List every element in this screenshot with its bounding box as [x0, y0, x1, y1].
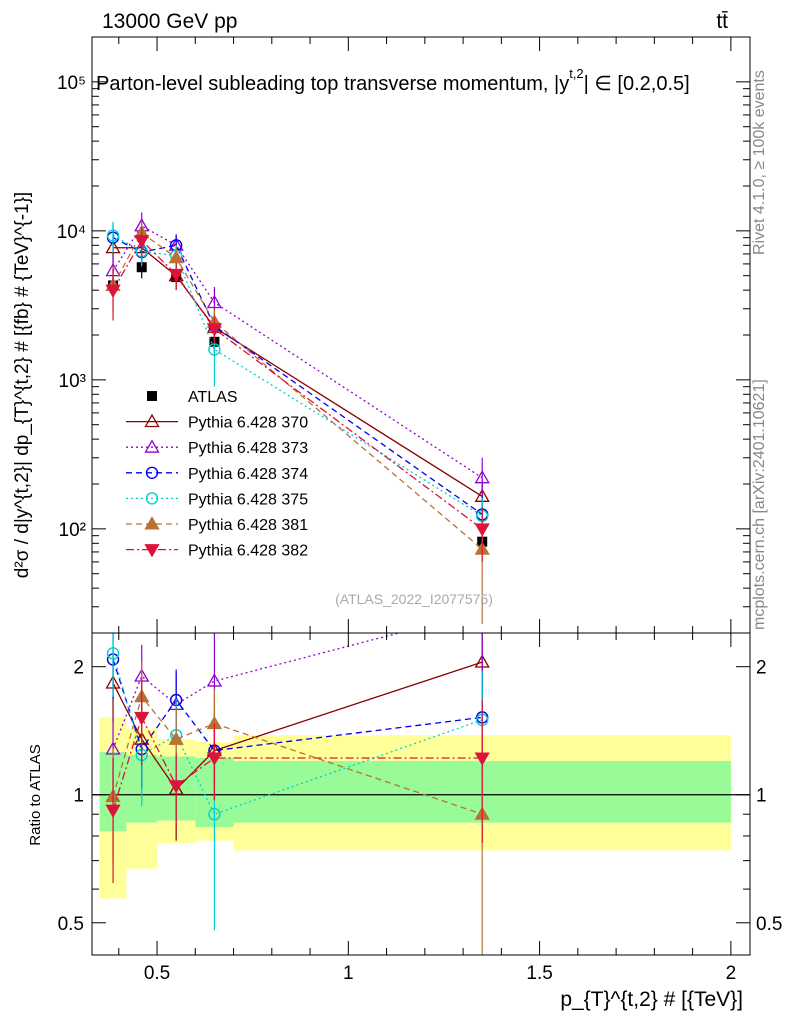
main-y-tick-label: 10⁵: [57, 73, 86, 94]
legend-label: Pythia 6.428 374: [188, 466, 308, 483]
mcplots-label: mcplots.cern.ch [arXiv:2401.10621]: [751, 379, 768, 630]
ratio-data-point: [105, 804, 121, 818]
ratio-data-point: [208, 808, 221, 821]
legend-item-p370: Pythia 6.428 370: [126, 413, 308, 432]
main-y-tick-label: 10³: [59, 371, 86, 392]
analysis-id-label: (ATLAS_2022_I2077575): [335, 591, 493, 607]
legend-marker: [144, 439, 160, 453]
main-y-axis-title: d²σ / d|y^{t,2}| dp_{T}^{t,2} # [{fb} # …: [12, 192, 33, 578]
legend-item-p382: Pythia 6.428 382: [126, 543, 308, 560]
ratio-series-line: [112, 633, 402, 750]
ratio-x-tick-label: 0.5: [144, 963, 170, 984]
ratio-data-point: [474, 752, 490, 766]
ratio-data-point: [206, 673, 223, 687]
main-data-point: [206, 323, 223, 337]
ratio-y-tick-label-right: 1: [756, 786, 767, 807]
legend-marker: [147, 391, 157, 401]
legend-item-p373: Pythia 6.428 373: [126, 439, 308, 457]
legend-item-p374: Pythia 6.428 374: [126, 466, 308, 483]
main-panel: 10² 10³ 10⁴ 10⁵ ATLAS Pythia 6.428 370 Pythia …: [57, 36, 751, 634]
legend-marker: [144, 544, 160, 558]
main-series-line: [112, 234, 483, 517]
ratio-y-axis-title: Ratio to ATLAS: [27, 744, 44, 845]
ratio-x-tick-label: 1: [343, 963, 354, 984]
ratio-series-line: [112, 695, 483, 815]
ratio-y-tick-label-right: 0.5: [756, 914, 782, 935]
ratio-y-tick-label-right: 2: [756, 658, 767, 679]
legend-marker: [145, 492, 159, 505]
legend-label: Pythia 6.428 373: [188, 440, 308, 457]
main-data-point: [105, 284, 121, 298]
main-data-point: [168, 249, 184, 264]
main-data-point: [106, 229, 120, 242]
plot-title: Parton-level subleading top transverse m…: [96, 66, 690, 95]
legend-label: Pythia 6.428 370: [188, 415, 308, 432]
main-y-tick-label: 10⁴: [57, 222, 86, 243]
main-series-p382: [105, 227, 490, 562]
main-data-point: [168, 268, 184, 283]
legend-marker: [144, 413, 160, 428]
legend-marker: [144, 516, 160, 530]
ratio-y-tick-label: 1: [73, 786, 84, 807]
ratio-x-tick-label: 1.5: [526, 963, 552, 984]
x-axis-title: p_{T}^{t,2} # [{TeV}]: [560, 988, 743, 1011]
main-series-line: [112, 225, 483, 479]
main-series-line: [112, 237, 483, 515]
main-y-tick-label: 10²: [59, 520, 86, 541]
ratio-y-tick-label: 0.5: [58, 914, 84, 935]
ratio-frame: [91, 632, 751, 956]
main-data-point: [208, 343, 221, 356]
legend-item-p381: Pythia 6.428 381: [126, 516, 308, 534]
ratio-data-point: [168, 780, 184, 794]
legend-label: Pythia 6.428 375: [188, 491, 308, 508]
main-data-point: [474, 470, 490, 484]
main-y-axis: 10² 10³ 10⁴ 10⁵: [57, 36, 750, 634]
rivet-version-label: Rivet 4.1.0, ≥ 100k events: [751, 70, 768, 255]
ratio-panel: 0.5 0.5 1 1 2 2 0.5 1 1.5 2: [58, 632, 783, 984]
ratio-y-tick-label: 2: [73, 658, 84, 679]
legend: ATLAS Pythia 6.428 370 Pythia 6.428 373 Pyt…: [126, 389, 308, 560]
ratio-data-point: [106, 647, 120, 660]
legend-item-p375: Pythia 6.428 375: [126, 491, 308, 508]
main-data-point: [134, 235, 150, 249]
legend-label: Pythia 6.428 381: [188, 517, 308, 534]
main-series-line: [112, 239, 483, 530]
main-data-point: [474, 523, 490, 537]
main-x-axis: [118, 37, 732, 633]
ratio-data-point: [206, 752, 223, 766]
legend-label: ATLAS: [188, 389, 238, 406]
legend-item-ATLAS: ATLAS: [147, 389, 238, 406]
process-label: tt̄: [716, 10, 728, 33]
ratio-series-p382: [105, 679, 490, 884]
ratio-x-axis: 0.5 1 1.5 2: [118, 633, 737, 984]
energy-label: 13000 GeV pp: [102, 10, 237, 33]
ratio-data-point: [134, 711, 150, 726]
legend-label: Pythia 6.428 382: [188, 543, 308, 560]
main-data-point: [206, 294, 223, 309]
ratio-y-axis: 0.5 0.5 1 1 2 2: [58, 658, 783, 935]
ratio-series-line: [112, 715, 483, 811]
ratio-inner-band: [99, 752, 112, 832]
ratio-x-tick-label: 2: [726, 963, 737, 984]
ratio-data-point: [168, 731, 184, 745]
main-frame: [91, 36, 751, 634]
legend-marker: [145, 466, 159, 479]
